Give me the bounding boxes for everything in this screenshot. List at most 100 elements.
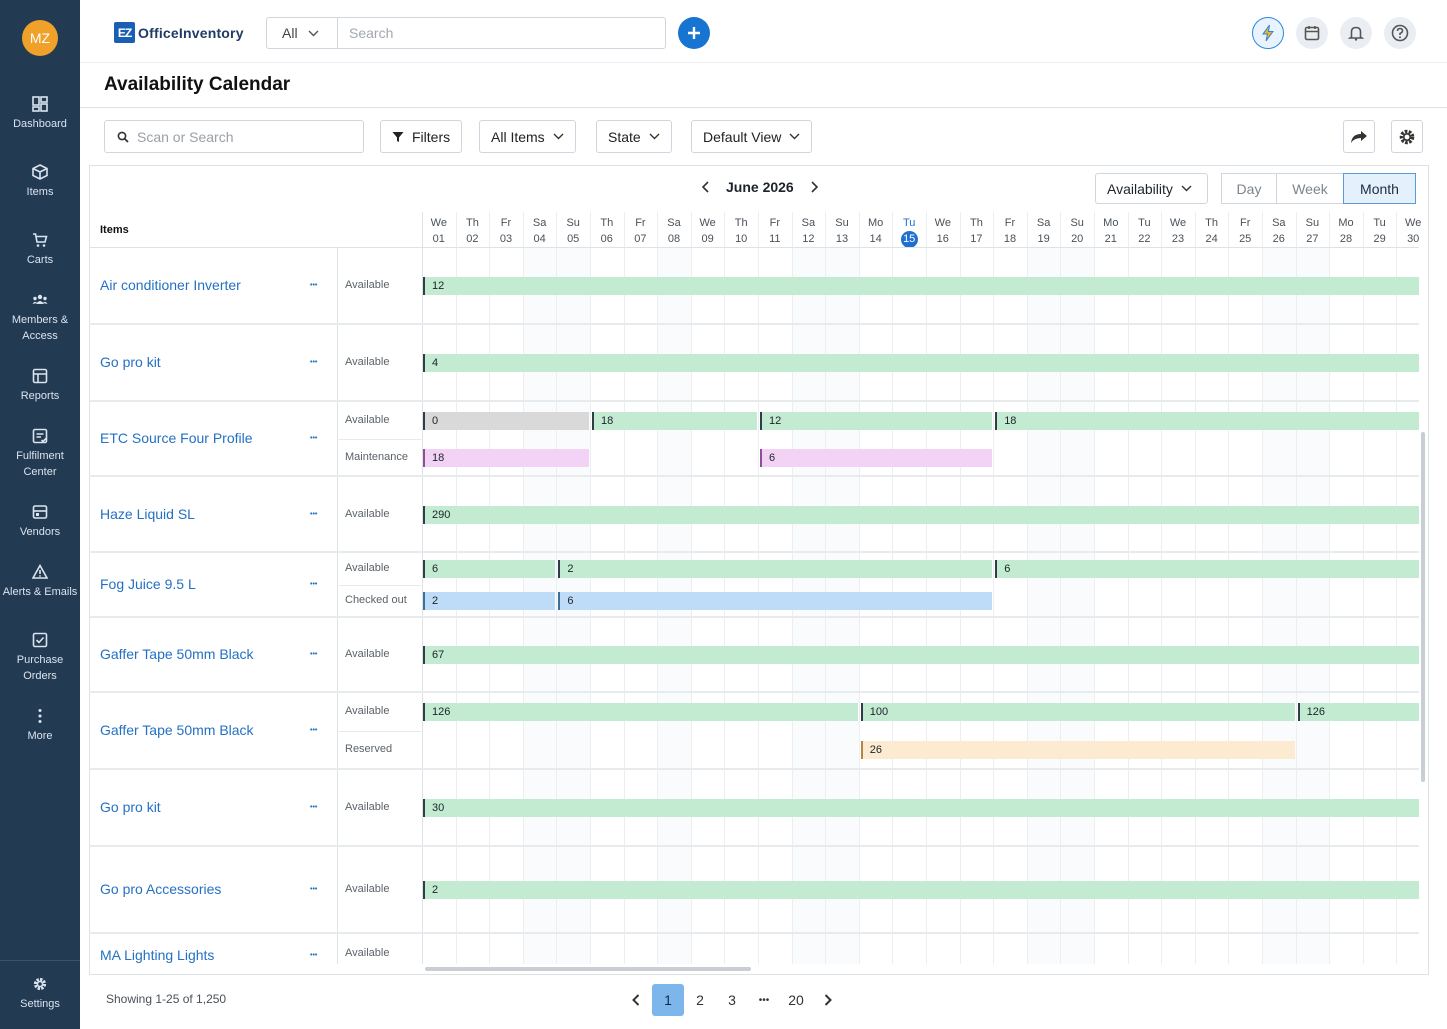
day-header[interactable]: Fr 25 xyxy=(1229,215,1262,248)
day-header[interactable]: Fr 11 xyxy=(758,215,791,248)
day-header[interactable]: Th 10 xyxy=(725,215,758,248)
quick-actions-button[interactable] xyxy=(1252,17,1284,49)
day-header[interactable]: Sa 04 xyxy=(523,215,556,248)
availability-bar[interactable]: 18 xyxy=(995,411,1419,430)
all-items-dropdown[interactable]: All Items xyxy=(479,120,576,153)
item-more-icon[interactable]: ••• xyxy=(310,282,318,289)
day-header[interactable]: Mo 28 xyxy=(1330,215,1363,248)
scan-search-input[interactable] xyxy=(137,128,347,145)
day-header[interactable]: Th 06 xyxy=(590,215,623,248)
availability-bar[interactable]: 26 xyxy=(860,741,1295,759)
availability-bar[interactable]: 2 xyxy=(558,560,993,578)
page-button[interactable]: 1 xyxy=(652,984,684,1016)
day-header[interactable]: We 23 xyxy=(1162,215,1195,248)
availability-bar[interactable]: 30 xyxy=(423,799,1419,817)
availability-bar[interactable]: 18 xyxy=(423,448,589,467)
filters-button[interactable]: Filters xyxy=(380,120,463,153)
availability-bar[interactable]: 12 xyxy=(423,277,1419,295)
avatar[interactable]: MZ xyxy=(22,20,58,56)
day-header[interactable]: Sa 26 xyxy=(1262,215,1295,248)
day-header[interactable]: Fr 18 xyxy=(994,215,1027,248)
sidebar-item-more[interactable]: More xyxy=(0,708,80,744)
day-header[interactable]: Th 24 xyxy=(1195,215,1228,248)
item-name-link[interactable]: Gaffer Tape 50mm Black xyxy=(100,722,254,738)
item-name-link[interactable]: Fog Juice 9.5 L xyxy=(100,576,196,592)
item-name-link[interactable]: Haze Liquid SL xyxy=(100,505,195,522)
availability-bar[interactable]: 67 xyxy=(423,646,1419,664)
item-more-icon[interactable]: ••• xyxy=(310,510,318,518)
day-header[interactable]: We 01 xyxy=(422,215,455,248)
scan-search-box[interactable] xyxy=(104,120,364,153)
day-header[interactable]: Sa 19 xyxy=(1027,215,1060,248)
item-name-link[interactable]: Gaffer Tape 50mm Black xyxy=(100,646,254,662)
availability-bar[interactable]: 4 xyxy=(423,354,1419,372)
item-more-icon[interactable]: ••• xyxy=(310,435,318,442)
share-button[interactable] xyxy=(1343,120,1375,153)
availability-bar[interactable]: 2 xyxy=(423,881,1419,899)
availability-bar[interactable]: 6 xyxy=(760,448,993,467)
day-header[interactable]: Tu 29 xyxy=(1363,215,1396,248)
sidebar-item-dashboard[interactable]: Dashboard xyxy=(0,96,80,132)
day-header[interactable]: We 09 xyxy=(691,215,724,248)
day-header[interactable]: Su 20 xyxy=(1061,215,1094,248)
availability-bar[interactable]: 6 xyxy=(423,560,556,578)
item-more-icon[interactable]: ••• xyxy=(310,581,318,588)
day-header[interactable]: Fr 03 xyxy=(490,215,523,248)
day-header[interactable]: Tu 22 xyxy=(1128,215,1161,248)
item-more-icon[interactable]: ••• xyxy=(310,952,318,959)
sidebar-item-items[interactable]: Items xyxy=(0,164,80,200)
view-day-button[interactable]: Day xyxy=(1221,173,1277,204)
availability-bar[interactable]: 6 xyxy=(995,560,1419,578)
sidebar-item-carts[interactable]: Carts xyxy=(0,232,80,268)
availability-bar[interactable]: 2 xyxy=(423,592,556,610)
next-month-button[interactable] xyxy=(808,180,820,194)
item-name-link[interactable]: MA Lighting Lights xyxy=(100,947,215,963)
day-header[interactable]: Tu 15 xyxy=(893,215,926,248)
prev-month-button[interactable] xyxy=(700,180,712,194)
view-week-button[interactable]: Week xyxy=(1276,173,1344,204)
sidebar-item-settings[interactable]: Settings xyxy=(0,976,80,1012)
day-header[interactable]: We 16 xyxy=(926,215,959,248)
day-header[interactable]: Mo 14 xyxy=(859,215,892,248)
day-header[interactable]: Su 13 xyxy=(826,215,859,248)
availability-bar[interactable]: 100 xyxy=(860,703,1295,721)
notifications-button[interactable] xyxy=(1340,17,1372,49)
sidebar-item-fulfilment[interactable]: Fulfilment Center xyxy=(0,428,80,480)
horizontal-scrollbar[interactable] xyxy=(425,967,751,971)
availability-bar[interactable]: 126 xyxy=(1297,703,1419,721)
availability-bar[interactable]: 0 xyxy=(423,411,589,430)
item-more-icon[interactable]: ••• xyxy=(310,886,318,893)
sidebar-item-alerts[interactable]: Alerts & Emails xyxy=(0,564,80,600)
item-name-link[interactable]: ETC Source Four Profile xyxy=(100,430,253,446)
availability-bar[interactable]: 290 xyxy=(423,505,1419,524)
day-header[interactable]: Fr 07 xyxy=(624,215,657,248)
availability-bar[interactable]: 126 xyxy=(423,703,858,721)
day-header[interactable]: Mo 21 xyxy=(1094,215,1127,248)
item-name-link[interactable]: Go pro kit xyxy=(100,799,161,815)
calendar-button[interactable] xyxy=(1296,17,1328,49)
vertical-scrollbar[interactable] xyxy=(1421,432,1425,782)
day-header[interactable]: We 30 xyxy=(1397,215,1430,248)
item-more-icon[interactable]: ••• xyxy=(310,359,318,366)
view-month-button[interactable]: Month xyxy=(1343,173,1416,204)
day-header[interactable]: Th 17 xyxy=(960,215,993,248)
search-scope-select[interactable]: All xyxy=(266,17,338,49)
day-header[interactable]: Su 27 xyxy=(1296,215,1329,248)
item-name-link[interactable]: Go pro kit xyxy=(100,354,161,370)
item-name-link[interactable]: Go pro Accessories xyxy=(100,881,222,897)
add-button[interactable] xyxy=(678,17,710,49)
view-dropdown[interactable]: Default View xyxy=(691,120,813,153)
item-more-icon[interactable]: ••• xyxy=(310,727,318,734)
day-header[interactable]: Su 05 xyxy=(557,215,590,248)
page-button[interactable]: 2 xyxy=(696,992,704,1008)
day-header[interactable]: Th 02 xyxy=(456,215,489,248)
page-button[interactable]: 20 xyxy=(788,992,804,1008)
item-name-link[interactable]: Air conditioner Inverter xyxy=(100,277,241,293)
page-button[interactable]: 3 xyxy=(728,992,736,1008)
availability-bar[interactable]: 18 xyxy=(592,411,757,430)
day-header[interactable]: Sa 12 xyxy=(792,215,825,248)
day-header[interactable]: Sa 08 xyxy=(658,215,691,248)
sidebar-item-members[interactable]: Members & Access xyxy=(0,292,80,344)
item-more-icon[interactable]: ••• xyxy=(310,651,318,658)
sidebar-item-purchase-orders[interactable]: Purchase Orders xyxy=(0,632,80,684)
